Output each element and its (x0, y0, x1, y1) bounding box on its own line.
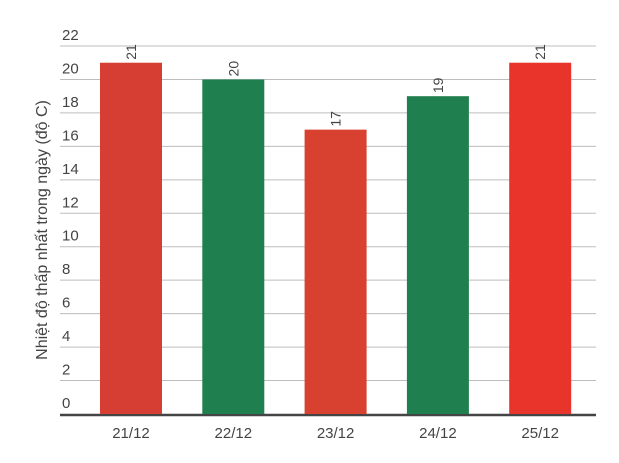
data-label: 19 (430, 77, 446, 93)
y-tick-label: 16 (62, 127, 79, 144)
y-tick-label: 8 (62, 261, 70, 278)
y-tick-label: 18 (62, 94, 79, 111)
y-tick-label: 22 (62, 27, 79, 44)
data-label: 21 (123, 44, 139, 60)
y-tick-label: 10 (62, 228, 79, 245)
y-tick-label: 6 (62, 295, 70, 312)
y-tick-label: 4 (62, 328, 70, 345)
data-label: 20 (225, 61, 241, 77)
bar-25/12 (509, 62, 572, 415)
data-label: 17 (328, 111, 344, 127)
bar-22/12 (202, 79, 265, 415)
x-tick-label: 23/12 (317, 425, 355, 442)
y-tick-label: 20 (62, 60, 79, 77)
data-label: 21 (532, 44, 548, 60)
x-tick-label: 21/12 (112, 425, 150, 442)
x-tick-label: 24/12 (419, 425, 457, 442)
x-tick-label: 22/12 (215, 425, 253, 442)
y-tick-label: 0 (62, 395, 70, 412)
y-tick-label: 12 (62, 194, 79, 211)
bar-23/12 (304, 129, 367, 415)
x-tick-label: 25/12 (521, 425, 559, 442)
y-axis-title: Nhiệt độ thấp nhất trong ngày (độ C) (34, 100, 51, 360)
bar-21/12 (100, 62, 162, 415)
y-tick-label: 2 (62, 362, 70, 379)
bar-24/12 (406, 96, 469, 414)
y-tick-label: 14 (62, 161, 79, 178)
